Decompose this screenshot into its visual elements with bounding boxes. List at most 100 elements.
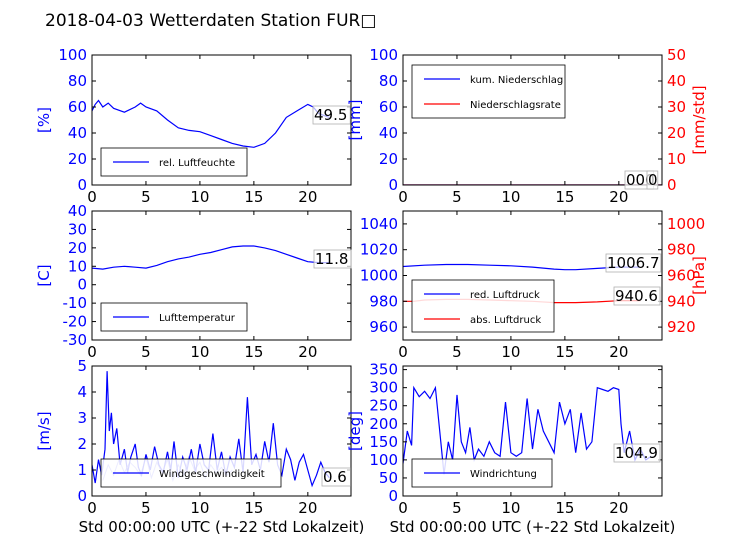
y-tick-label: 0 xyxy=(388,176,398,194)
y-tick-label: 0 xyxy=(388,487,398,505)
current-value-label: 49.5 xyxy=(314,106,347,124)
series-line-humidity-0 xyxy=(92,99,330,148)
x-tick-label: 5 xyxy=(452,499,462,517)
x-tick-label: 15 xyxy=(244,343,263,361)
panel-temperature: 0 5 10 15 20-30-20-10010203040[C]Lufttempera… xyxy=(35,202,352,361)
x-tick-label: 5 xyxy=(141,343,151,361)
y-tick-label: -30 xyxy=(63,331,88,349)
legend-entry: abs. Luftdruck xyxy=(470,315,541,326)
y-tick-label: 2 xyxy=(77,435,87,453)
y-tick-label: 0 xyxy=(77,176,87,194)
x-axis-label: Std 00:00:00 UTC (+-22 Std Lokalzeit) xyxy=(79,518,365,536)
y-tick-label: 60 xyxy=(68,98,87,116)
x-tick-label: 5 xyxy=(141,188,151,206)
current-value-label: 0.6 xyxy=(323,468,347,486)
panel-windspeed: 0 5 10 15 20 0 1 2 3 4 5 [m/s] Std 00:00:00 UTC (+-2… xyxy=(35,357,364,536)
y-tick-label-right: 20 xyxy=(667,124,686,142)
x-tick-label: 15 xyxy=(555,499,574,517)
x-tick-label: 0 xyxy=(398,343,408,361)
y-tick-label: 40 xyxy=(68,202,87,220)
y-tick-label: 40 xyxy=(379,124,398,142)
x-tick-label: 20 xyxy=(298,499,317,517)
legend-humidity: rel. Luftfeuchte xyxy=(100,147,248,177)
y-tick-label: 200 xyxy=(369,415,398,433)
y-tick-label-right: 50 xyxy=(667,46,686,64)
x-tick-label: 5 xyxy=(452,343,462,361)
y-tick-label: 250 xyxy=(369,397,398,415)
y-axis-label: [m/s] xyxy=(35,411,53,450)
current-value-label: 11.8 xyxy=(315,250,348,268)
y-tick-label: -20 xyxy=(63,313,88,331)
x-tick-label: 20 xyxy=(298,343,317,361)
x-tick-label: 10 xyxy=(501,343,520,361)
x-tick-label: 10 xyxy=(501,188,520,206)
y-tick-label: 1 xyxy=(77,461,87,479)
y-tick-label: 3 xyxy=(77,409,87,427)
value-label-box xyxy=(613,443,661,463)
y-tick-label: 60 xyxy=(379,98,398,116)
legend-entry: Windgeschwindigkeit xyxy=(159,469,265,480)
y-tick-label: 40 xyxy=(68,124,87,142)
x-tick-label: 15 xyxy=(555,343,574,361)
value-label-box xyxy=(321,467,351,487)
x-tick-label: 20 xyxy=(609,343,628,361)
x-tick-label: 20 xyxy=(298,188,317,206)
series-line-temperature-0 xyxy=(92,245,330,270)
plot-frame-windspeed xyxy=(91,365,352,497)
y-tick-label: 80 xyxy=(379,72,398,90)
panel-pressure: 0 5 10 15 20 960 980 1000 1020 1040 920 940 960 980 10… xyxy=(360,210,708,361)
y-tick-label: 1040 xyxy=(360,215,398,233)
legend-entry: red. Luftdruck xyxy=(470,290,540,301)
y-axis-label-right: [mm/std] xyxy=(690,85,708,154)
y-tick-label: 1020 xyxy=(360,241,398,259)
value-label-box xyxy=(646,170,659,190)
x-tick-label: 0 xyxy=(398,499,408,517)
series-line-pressure-0 xyxy=(403,263,641,271)
x-tick-label: 5 xyxy=(452,188,462,206)
x-tick-label: 10 xyxy=(501,499,520,517)
plot-frame-precipitation xyxy=(402,54,663,186)
y-tick-label: 1000 xyxy=(360,267,398,285)
y-tick-label: 4 xyxy=(77,383,87,401)
y-tick-label: 150 xyxy=(369,433,398,451)
x-tick-label: 15 xyxy=(555,188,574,206)
current-value-label: 104.9 xyxy=(615,444,658,462)
x-tick-label: 5 xyxy=(141,499,151,517)
x-tick-label: 10 xyxy=(190,188,209,206)
y-axis-label: [%] xyxy=(35,107,53,133)
y-axis-label: [mm] xyxy=(346,100,364,141)
y-tick-label: -10 xyxy=(63,294,88,312)
y-tick-label: 50 xyxy=(379,469,398,487)
y-tick-label: 80 xyxy=(68,72,87,90)
y-tick-label-right: 980 xyxy=(667,241,696,259)
x-tick-label: 0 xyxy=(87,499,97,517)
legend-box xyxy=(411,279,555,333)
y-tick-label: 0 xyxy=(77,276,87,294)
legend-temperature: Lufttemperatur xyxy=(100,302,248,332)
y-tick-label: 30 xyxy=(68,220,87,238)
y-tick-label: 100 xyxy=(369,46,398,64)
x-tick-label: 10 xyxy=(190,499,209,517)
y-tick-label: 0 xyxy=(77,487,87,505)
legend-box xyxy=(411,64,566,119)
y-axis-label: [C] xyxy=(35,264,53,286)
panel-humidity: 0 5 10 15 20 0 20 40 60 80 100 [%] rel. Luftfeuchte 4… xyxy=(35,46,352,206)
legend-entry: Niederschlagsrate xyxy=(470,100,561,111)
plot-frame-humidity xyxy=(91,54,352,186)
legend-entry: rel. Luftfeuchte xyxy=(159,158,235,169)
y-tick-label: 100 xyxy=(369,451,398,469)
legend-entry: Lufttemperatur xyxy=(159,313,236,324)
y-tick-label: 300 xyxy=(369,379,398,397)
y-tick-label-right: 30 xyxy=(667,98,686,116)
y-tick-label-right: 40 xyxy=(667,72,686,90)
y-tick-label-right: 960 xyxy=(667,267,696,285)
legend-pressure: red. Luftdruck abs. Luftdruck xyxy=(411,279,555,333)
x-axis-label: Std 00:00:00 UTC (+-22 Std Lokalzeit) xyxy=(390,518,676,536)
legend-entry: kum. Niederschlag xyxy=(470,75,563,86)
legend-winddirection: Windrichtung xyxy=(411,458,553,488)
series-line-winddirection-0 xyxy=(403,385,652,475)
y-tick-label: 10 xyxy=(68,257,87,275)
value-label-box xyxy=(313,249,352,269)
x-tick-label: 10 xyxy=(190,343,209,361)
